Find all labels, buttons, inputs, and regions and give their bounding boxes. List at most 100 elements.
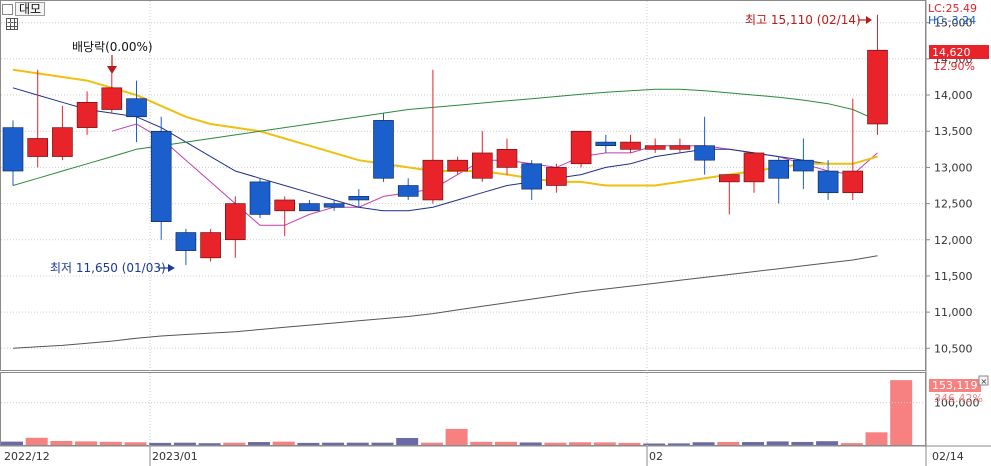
current-volume-tag xyxy=(929,379,981,392)
candle xyxy=(76,91,98,135)
candle xyxy=(373,113,394,182)
candle-body xyxy=(793,159,814,172)
horizontal-gridlines xyxy=(1,22,925,349)
candle-body xyxy=(669,145,691,150)
volume-bar xyxy=(272,441,295,445)
volume-bar xyxy=(495,441,517,445)
checkbox[interactable] xyxy=(2,3,13,15)
candle xyxy=(595,134,617,153)
y-tick-label: 14,000 xyxy=(934,89,973,102)
volume-bar xyxy=(50,440,73,445)
volume-bar xyxy=(593,442,616,445)
candle-body xyxy=(299,203,320,212)
candle-body xyxy=(694,145,715,161)
candle-body xyxy=(2,127,24,172)
candle xyxy=(867,14,888,135)
ma10-line xyxy=(12,87,878,212)
volume-bar xyxy=(816,441,839,445)
candle xyxy=(793,138,814,190)
candle xyxy=(249,178,271,219)
high-arrow-icon xyxy=(858,16,872,24)
volume-bar xyxy=(569,442,592,445)
candle-body xyxy=(521,163,543,190)
candle xyxy=(175,228,197,266)
x-tick-labels: 2022/12 2023/01 02 02/14 xyxy=(4,446,964,466)
candle xyxy=(348,189,370,208)
candle xyxy=(496,138,518,175)
candle-body xyxy=(644,145,666,150)
volume-bar xyxy=(519,442,542,445)
high-annotation: 최고 15,110 (02/14) xyxy=(745,13,861,27)
candle xyxy=(323,199,345,211)
candle xyxy=(743,152,765,193)
toolbar: 대모 xyxy=(2,2,46,16)
volume-bar xyxy=(470,441,493,445)
volume-bar xyxy=(717,441,740,445)
candle xyxy=(718,174,740,215)
dividend-arrow-icon xyxy=(107,55,117,74)
candle-body xyxy=(200,232,221,259)
candle-body xyxy=(496,149,518,168)
candle-body xyxy=(150,130,172,222)
candle xyxy=(694,116,715,175)
y-tick-label: 11,000 xyxy=(934,306,973,319)
candle-body xyxy=(274,199,296,212)
volume-bar xyxy=(766,441,789,445)
candle xyxy=(52,105,73,161)
volume-bar xyxy=(297,442,320,445)
candle xyxy=(620,134,641,153)
candle xyxy=(150,116,172,240)
ma20-line xyxy=(12,68,878,187)
close-icon: × xyxy=(981,377,988,386)
y-tick-label: 13,500 xyxy=(934,125,973,138)
current-change-text: 12.90% xyxy=(933,60,975,73)
candle xyxy=(422,69,444,204)
candle-body xyxy=(422,159,444,201)
y-tick-labels: 10,500 11,000 11,500 12,000 12,500 13,000 13,5… xyxy=(926,17,973,355)
x-tick-label: 02 xyxy=(649,450,663,463)
volume-bar xyxy=(25,437,48,445)
volume-panel-close-button[interactable] xyxy=(978,375,989,386)
candle xyxy=(2,120,24,186)
dividend-annotation: 배당락(0.00%) xyxy=(72,40,153,54)
candle-body xyxy=(743,152,765,183)
candle xyxy=(669,138,691,153)
volume-bar xyxy=(791,441,814,445)
candle xyxy=(570,130,592,168)
volume-bar xyxy=(173,442,196,445)
volume-bar xyxy=(149,442,172,445)
grid-icon[interactable] xyxy=(6,18,18,30)
y-tick-label: 15,000 xyxy=(934,17,973,30)
volume-tick-label: 100,000 xyxy=(934,397,980,410)
candle xyxy=(27,69,49,168)
candle-body xyxy=(817,170,839,194)
volume-bar xyxy=(198,443,221,445)
hc-indicator: HC:-3.24 xyxy=(928,14,976,27)
candle xyxy=(397,178,419,200)
volume-bar xyxy=(346,442,369,445)
candle xyxy=(225,196,246,258)
volume-bar xyxy=(742,442,764,445)
candle-body xyxy=(101,87,123,110)
candle xyxy=(546,163,567,193)
candle-body xyxy=(76,101,98,128)
candle xyxy=(644,138,666,153)
stock-name-label[interactable]: 대모 xyxy=(15,2,46,16)
volume-bar xyxy=(618,442,641,445)
volume-bar xyxy=(865,432,888,445)
candle-body xyxy=(175,232,197,251)
volume-tick-labels: 100,000 xyxy=(1,397,980,410)
candle-body xyxy=(620,141,641,150)
candle xyxy=(521,160,543,200)
candle-body xyxy=(373,120,394,179)
volume-bar xyxy=(643,443,666,445)
volume-bar xyxy=(223,442,246,445)
volume-bar xyxy=(248,442,270,445)
volume-bar xyxy=(420,442,443,445)
volume-bar xyxy=(371,442,394,445)
volume-bar xyxy=(396,438,419,445)
vertical-gridlines xyxy=(149,1,648,466)
volume-change-text: 346.42% xyxy=(934,392,983,405)
candle xyxy=(447,156,468,175)
